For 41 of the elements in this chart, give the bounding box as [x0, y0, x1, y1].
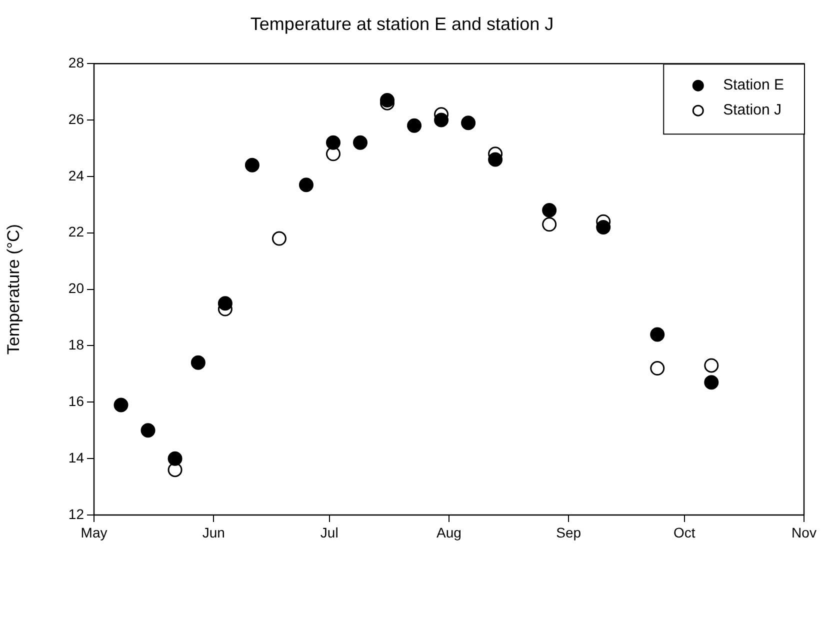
y-tick-label: 24 — [68, 167, 84, 184]
point — [704, 375, 719, 390]
point — [114, 398, 128, 412]
point — [298, 178, 314, 192]
legend-label: Station J — [723, 102, 782, 119]
y-tick-label: 18 — [68, 336, 84, 353]
chart-title: Temperature at station E and station J — [250, 14, 554, 34]
point — [244, 158, 260, 172]
y-tick-label: 22 — [68, 224, 84, 240]
point — [434, 112, 449, 128]
y-tick-label: 16 — [68, 393, 84, 410]
x-tick-label: Oct — [673, 524, 696, 540]
y-tick-label: 14 — [68, 449, 84, 466]
point — [140, 423, 156, 438]
point — [407, 118, 422, 133]
y-tick-label: 12 — [68, 506, 84, 522]
y-tick-label: 26 — [68, 110, 84, 127]
point — [650, 361, 665, 376]
x-tick-label: Aug — [436, 524, 462, 540]
point — [488, 152, 503, 167]
point — [218, 296, 232, 311]
point — [272, 231, 286, 246]
point — [168, 451, 182, 466]
point — [353, 135, 368, 150]
y-tick-label: 28 — [68, 54, 84, 70]
point — [461, 116, 476, 130]
point — [596, 220, 611, 234]
point — [542, 217, 557, 232]
x-tick-label: Jun — [202, 524, 225, 540]
point — [650, 327, 665, 342]
x-tick-label: Nov — [792, 524, 816, 540]
point — [704, 358, 719, 373]
x-tick-label: Sep — [556, 524, 582, 540]
x-tick-label: May — [80, 524, 108, 540]
legend-label: Station E — [723, 76, 784, 94]
y-axis-title: Temperature (°C) — [4, 224, 23, 355]
point — [190, 355, 206, 370]
y-tick-label: 20 — [68, 280, 84, 296]
point — [542, 203, 557, 218]
point — [326, 135, 340, 150]
x-tick-label: Jul — [320, 524, 338, 540]
